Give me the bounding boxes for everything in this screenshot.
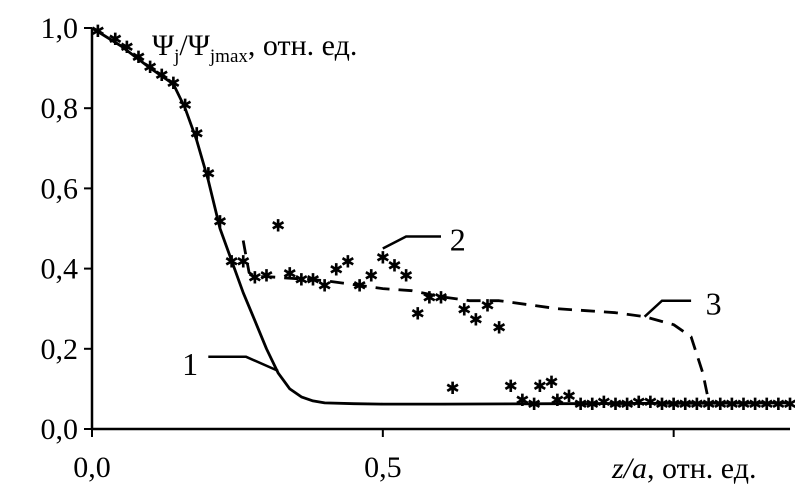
data-point-marker: ✱ bbox=[131, 48, 145, 67]
data-point-marker: ✱ bbox=[690, 395, 704, 414]
data-point-marker: ✱ bbox=[643, 393, 657, 412]
leader-line-label-2 bbox=[382, 235, 441, 250]
data-point-marker: ✱ bbox=[515, 391, 529, 410]
data-point-marker: ✱ bbox=[422, 289, 436, 308]
data-point-marker: ✱ bbox=[667, 395, 681, 414]
data-point-marker: ✱ bbox=[771, 395, 785, 414]
data-point-marker: ✱ bbox=[352, 277, 366, 296]
ticks: 0,0 0,2 0,4 0,6 0,8 1,0 0,0 0,5 bbox=[41, 12, 675, 484]
data-point-marker: ✱ bbox=[713, 395, 727, 414]
y-tick-label: 0,4 bbox=[41, 253, 79, 286]
data-point-marker: ✱ bbox=[236, 253, 250, 272]
data-point-marker: ✱ bbox=[108, 30, 122, 49]
data-point-marker: ✱ bbox=[550, 391, 564, 410]
data-point-marker: ✱ bbox=[446, 379, 460, 398]
data-point-marker: ✱ bbox=[783, 395, 795, 414]
data-point-marker: ✱ bbox=[376, 249, 390, 268]
data-point-marker: ✱ bbox=[527, 395, 541, 414]
y-tick-label: 1,0 bbox=[41, 12, 79, 45]
data-point-marker: ✱ bbox=[504, 377, 518, 396]
data-point-marker: ✱ bbox=[166, 74, 180, 93]
data-point-marker: ✱ bbox=[329, 261, 343, 280]
y-label-psi: Ψ bbox=[152, 29, 175, 62]
y-label-sub2: jmax bbox=[209, 46, 248, 67]
y-tick-label: 0,0 bbox=[41, 413, 79, 446]
y-tick-label: 0,8 bbox=[41, 92, 79, 125]
series-line-curve-2 bbox=[241, 240, 710, 402]
data-point-marker: ✱ bbox=[190, 124, 204, 143]
data-point-marker: ✱ bbox=[469, 311, 483, 330]
data-point-marker: ✱ bbox=[736, 395, 750, 414]
data-point-marker: ✱ bbox=[283, 265, 297, 284]
data-point-marker: ✱ bbox=[533, 377, 547, 396]
scatter-points: ✱ ✱✱✱✱✱✱✱✱✱✱✱✱✱✱✱✱✱✱✱✱✱✱✱✱✱✱✱✱✱✱✱✱✱✱ ✱✱✱✱✱… bbox=[91, 22, 795, 414]
data-point-marker: ✱ bbox=[585, 395, 599, 414]
data-point-marker: ✱ bbox=[399, 267, 413, 286]
data-point-marker: ✱ bbox=[224, 253, 238, 272]
data-point-marker: ✱ bbox=[457, 301, 471, 320]
data-point-marker: ✱ bbox=[620, 395, 634, 414]
data-point-marker: ✱ bbox=[748, 395, 762, 414]
data-point-marker: ✱ bbox=[387, 257, 401, 276]
data-point-marker: ✱ bbox=[143, 58, 157, 77]
series-label-label-2: 2 bbox=[450, 222, 466, 258]
leader-line-label-3 bbox=[643, 299, 692, 318]
data-point-marker: ✱ bbox=[434, 289, 448, 308]
data-point-marker: ✱ bbox=[632, 393, 646, 412]
data-point-marker: ✱ bbox=[411, 305, 425, 324]
data-point-marker: ✱ bbox=[213, 212, 227, 231]
y-axis-label: Ψj/Ψjmax, отн. ед. bbox=[152, 29, 357, 67]
data-point-marker: ✱ bbox=[294, 271, 308, 290]
data-point-marker: ✱ bbox=[701, 395, 715, 414]
data-point-marker: ✱ bbox=[155, 66, 169, 85]
x-axis-label: z/a, отн. ед. bbox=[611, 452, 756, 485]
data-point-marker: ✱ bbox=[259, 267, 273, 286]
data-point-marker: ✱ bbox=[120, 38, 134, 57]
data-point-marker: ✱ bbox=[655, 395, 669, 414]
x-tick-label: 0,5 bbox=[364, 451, 402, 484]
data-point-marker: ✱ bbox=[608, 395, 622, 414]
y-tick-label: 0,6 bbox=[41, 172, 79, 205]
data-point-marker: ✱ bbox=[760, 395, 774, 414]
data-point-marker: ✱ bbox=[364, 267, 378, 286]
data-point-marker: ✱ bbox=[306, 271, 320, 290]
y-label-sep: /Ψ bbox=[179, 29, 210, 62]
data-point-marker: ✱ bbox=[725, 395, 739, 414]
data-point-marker: ✱ bbox=[271, 216, 285, 235]
y-label-unit: , отн. ед. bbox=[248, 29, 357, 62]
annotations: 1 2 3 bbox=[182, 222, 722, 382]
y-label-sub: j bbox=[173, 46, 179, 67]
data-point-marker: ✱ bbox=[678, 395, 692, 414]
data-point-marker: ✱ bbox=[248, 269, 262, 288]
y-tick-label: 0,2 bbox=[41, 333, 79, 366]
data-point-marker: ✱ bbox=[318, 277, 332, 296]
data-point-marker: ✱ bbox=[341, 253, 355, 272]
leader-line-label-1 bbox=[208, 355, 279, 373]
data-point-marker: ✱ bbox=[492, 319, 506, 338]
x-tick-label: 0,0 bbox=[73, 451, 111, 484]
data-point-marker: ✱ bbox=[562, 387, 576, 406]
data-point-marker: ✱ bbox=[597, 393, 611, 412]
data-point-marker: ✱ bbox=[91, 22, 105, 41]
series-line-curve-1 bbox=[91, 26, 791, 406]
data-point-marker: ✱ bbox=[544, 373, 558, 392]
series-label-label-3: 3 bbox=[706, 286, 722, 322]
data-point-marker: ✱ bbox=[480, 297, 494, 316]
data-point-marker: ✱ bbox=[178, 96, 192, 115]
data-point-marker: ✱ bbox=[201, 164, 215, 183]
x-label-unit: , отн. ед. bbox=[647, 452, 756, 485]
series-lines bbox=[91, 26, 791, 406]
data-point-marker: ✱ bbox=[573, 395, 587, 414]
x-label-var: z/a bbox=[611, 452, 647, 485]
series-label-label-1: 1 bbox=[182, 346, 198, 382]
